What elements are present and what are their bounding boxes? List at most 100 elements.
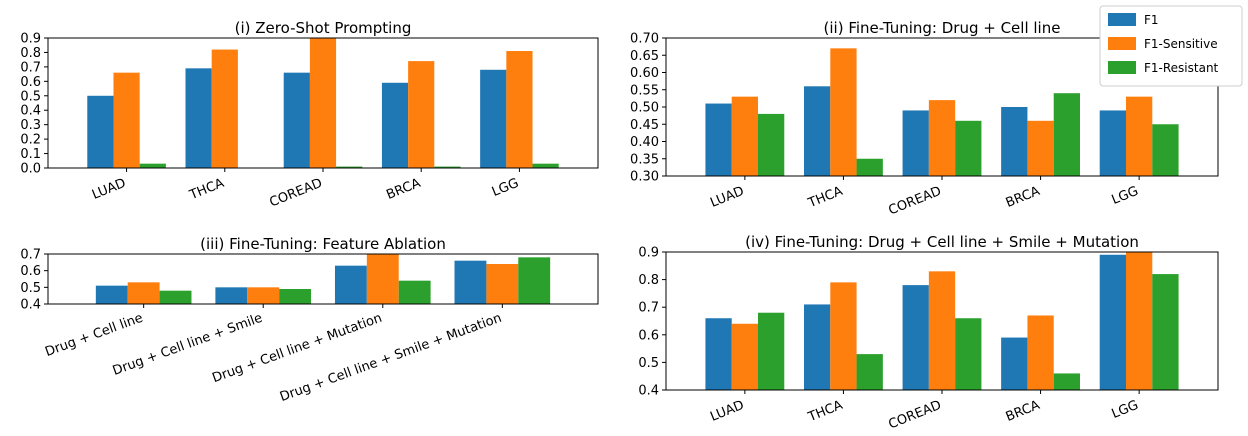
bar-f1-resistant-4 [1152,124,1179,176]
bar-f1-resistant-3 [1053,93,1080,176]
bar-f1-2 [902,110,929,176]
y-tick-label: 0.8 [638,273,659,288]
bar-f1-sensitive-2 [309,38,337,168]
y-tick-label: 0.4 [638,384,659,399]
legend-swatch-f1-resistant [1108,61,1136,74]
bar-f1-1 [215,287,248,304]
x-tick-label: THCA [187,176,227,204]
y-tick-label: 0.5 [20,281,41,296]
bar-f1-resistant-0 [139,163,166,168]
chart-title: (iv) Fine-Tuning: Drug + Cell line + Smi… [745,233,1139,251]
y-tick-label: 0.7 [20,60,41,75]
bar-f1-4 [1099,110,1126,176]
x-tick-label: BRCA [1004,184,1042,211]
legend: F1 F1-Sensitive F1-Resistant [1099,5,1243,87]
x-tick-label: COREAD [886,184,943,219]
chart-title: (i) Zero-Shot Prompting [235,19,412,37]
bar-f1-resistant-3 [518,257,551,304]
legend-label: F1-Resistant [1144,61,1219,75]
bar-f1-2 [283,72,310,168]
y-tick-label: 0.8 [20,46,41,61]
bar-f1-resistant-3 [434,166,461,168]
y-tick-label: 0.6 [20,75,41,90]
bar-f1-sensitive-4 [1126,252,1153,390]
bar-f1-sensitive-3 [1027,120,1054,176]
panel-drug-cellline-smile-mutation: 0.4 0.5 0.6 0.7 0.8 0.9 LUAD THCA COREAD BRCA LGG (… [638,233,1219,432]
bar-f1-resistant-1 [856,354,883,390]
bar-f1-1 [804,304,831,390]
axes-frame [47,253,599,305]
bar-f1-3 [454,260,487,304]
bar-f1-4 [1099,254,1126,390]
bar-f1-sensitive-3 [486,264,519,304]
y-tick-label: 0.2 [20,133,41,148]
bar-f1-sensitive-0 [113,72,140,168]
x-tick-label: LUAD [708,184,746,211]
bar-f1-sensitive-1 [211,49,238,169]
bar-f1-resistant-2 [955,120,982,176]
x-tick-label: BRCA [1004,398,1042,425]
bar-f1-0 [705,103,732,176]
bar-f1-1 [804,86,831,176]
x-tick-label: Drug + Cell line + Smile + Mutation [278,311,504,405]
bar-f1-4 [480,69,507,168]
x-tick-label: LGG [1110,184,1141,208]
bar-f1-sensitive-1 [247,287,280,304]
bar-f1-sensitive-1 [830,282,857,390]
y-tick-label: 0.60 [630,66,659,81]
x-tick-label: BRCA [384,176,422,203]
y-tick-label: 0.5 [638,356,659,371]
y-tick-label: 0.6 [20,264,41,279]
x-tick-label: LGG [1110,398,1141,422]
x-tick-label: Drug + Cell line [43,311,145,360]
y-tick-label: 0.55 [630,83,659,98]
legend-swatch-f1-sensitive [1108,37,1136,50]
bar-f1-sensitive-2 [366,254,399,304]
y-tick-label: 0.4 [20,104,41,119]
bar-f1-3 [381,82,409,168]
y-tick-label: 0.9 [638,246,659,261]
bar-f1-sensitive-1 [830,48,857,176]
bar-f1-sensitive-0 [731,323,758,390]
bar-f1-sensitive-2 [928,100,956,176]
y-tick-label: 0.9 [20,32,41,47]
bar-f1-sensitive-3 [1027,315,1054,390]
y-tick-label: 0.4 [20,298,41,313]
chart-title: (ii) Fine-Tuning: Drug + Cell line [824,19,1061,37]
panel-feature-ablation: 0.4 0.5 0.60.7 Drug + Cell line Drug + Cell … [20,235,599,405]
legend-swatch-f1 [1108,13,1136,26]
y-tick-label: 0.6 [638,328,659,343]
y-tick-label: 0.5 [20,89,41,104]
bar-f1-sensitive-0 [127,282,160,304]
bar-f1-3 [1001,107,1028,176]
legend-label: F1-Sensitive [1144,37,1218,51]
bar-f1-2 [902,285,929,390]
bar-f1-sensitive-0 [731,96,758,176]
bar-f1-resistant-0 [758,113,785,176]
x-tick-label: THCA [805,184,845,212]
y-tick-label: 0.40 [630,135,659,150]
bar-f1-resistant-2 [398,280,431,304]
bar-f1-resistant-3 [1053,373,1080,390]
legend-label: F1 [1144,13,1159,27]
bar-f1-2 [334,265,367,304]
bar-f1-resistant-1 [279,289,312,304]
x-tick-label: THCA [805,398,845,426]
bar-f1-sensitive-4 [506,51,533,168]
bar-f1-resistant-4 [532,163,559,168]
y-tick-label: 0.50 [630,101,659,116]
y-tick-label: 0.30 [630,170,659,185]
chart-title: (iii) Fine-Tuning: Feature Ablation [200,235,446,253]
bar-f1-0 [95,285,128,304]
x-tick-label: LGG [490,176,521,200]
y-tick-label: 0.7 [20,248,41,263]
bar-f1-1 [185,68,212,168]
x-tick-label: LUAD [90,176,128,203]
bar-f1-sensitive-2 [928,271,956,390]
bar-f1-resistant-0 [159,290,192,304]
y-tick-label: 0.65 [630,49,659,64]
bar-f1-resistant-2 [955,318,982,390]
bar-f1-3 [1001,337,1028,390]
y-tick-label: 0.45 [630,118,659,133]
